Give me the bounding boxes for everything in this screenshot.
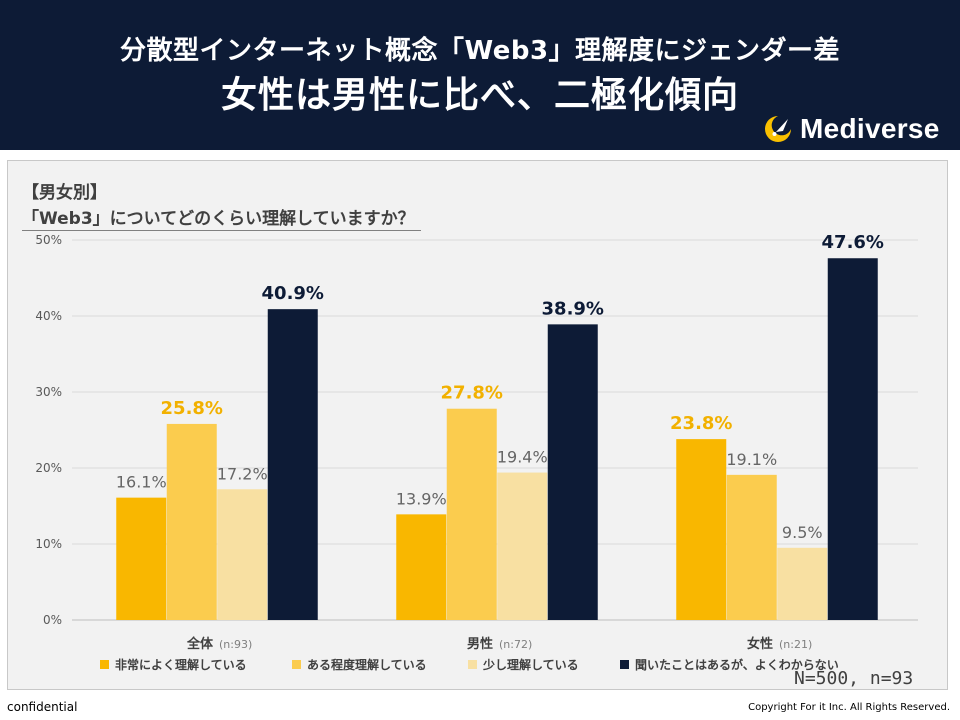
category-label: 全体 (186, 636, 214, 652)
data-label: 25.8% (161, 398, 223, 419)
bar (396, 514, 447, 620)
y-tick-label: 10% (35, 537, 62, 551)
legend-swatch (620, 659, 629, 669)
confidential-label: confidential (7, 700, 78, 714)
bar (446, 408, 497, 620)
bar (547, 324, 598, 620)
question-text: 「Web3」についてどのくらい理解していますか？ (22, 204, 421, 231)
bar (217, 489, 268, 620)
logo-text: Mediverse (800, 113, 940, 144)
legend-item: 非常によく理解している (100, 655, 292, 673)
legend-label: 聞いたことはあるが、よくわからない (635, 657, 839, 672)
data-label: 19.4% (497, 448, 548, 467)
chart-legend: 非常によく理解している ある程度理解している 少し理解している 聞いたことはあるが、よ… (100, 655, 920, 673)
data-label: 17.2% (217, 464, 268, 483)
data-label: 13.9% (396, 489, 447, 508)
data-label: 16.1% (116, 473, 167, 492)
data-label: 23.8% (670, 413, 732, 434)
copyright-label: Copyright For it Inc. All Rights Reserve… (748, 702, 950, 713)
bar (267, 309, 318, 620)
category-n-label: (n:21) (779, 638, 812, 651)
legend-label: ある程度理解している (307, 657, 427, 672)
legend-label: 非常によく理解している (115, 657, 247, 672)
legend-swatch (100, 659, 109, 669)
category-label: 女性 (747, 636, 773, 652)
data-label: 9.5% (782, 523, 823, 542)
y-tick-label: 30% (35, 385, 62, 399)
legend-swatch (292, 659, 301, 669)
bar (827, 258, 878, 620)
data-label: 40.9% (262, 283, 324, 304)
y-tick-label: 50% (35, 233, 62, 247)
category-label: 男性 (467, 636, 493, 652)
question-category: 【男女別】 (22, 183, 107, 203)
crescent-rocket-icon (765, 116, 791, 142)
y-tick-label: 20% (35, 461, 62, 475)
data-label: 38.9% (542, 298, 604, 319)
bar (116, 497, 167, 620)
title-line1: 分散型インターネット概念「Web3」理解度にジェンダー差 (119, 36, 841, 66)
sample-size-note: N=500, n=93 (794, 668, 914, 689)
bar (497, 472, 548, 620)
bar (777, 547, 828, 620)
category-n-label: (n:72) (499, 638, 532, 651)
y-tick-label: 0% (43, 613, 62, 627)
y-tick-label: 40% (35, 309, 62, 323)
legend-swatch (468, 659, 477, 669)
bar (676, 439, 727, 620)
header-banner: 分散型インターネット概念「Web3」理解度にジェンダー差 女性は男性に比べ、二極… (0, 0, 960, 150)
legend-label: 少し理解している (483, 657, 579, 672)
mediverse-logo: Mediverse (762, 112, 940, 146)
legend-item: 聞いたことはあるが、よくわからない (620, 655, 920, 673)
legend-item: ある程度理解している (292, 655, 468, 673)
data-label: 19.1% (726, 450, 777, 469)
data-label: 27.8% (441, 383, 503, 404)
data-label: 47.6% (822, 232, 884, 253)
title-line2: 女性は男性に比べ、二極化傾向 (220, 75, 739, 116)
legend-item: 少し理解している (468, 655, 620, 673)
category-n-label: (n:93) (219, 638, 252, 651)
bar (166, 423, 217, 620)
bar (726, 474, 777, 620)
